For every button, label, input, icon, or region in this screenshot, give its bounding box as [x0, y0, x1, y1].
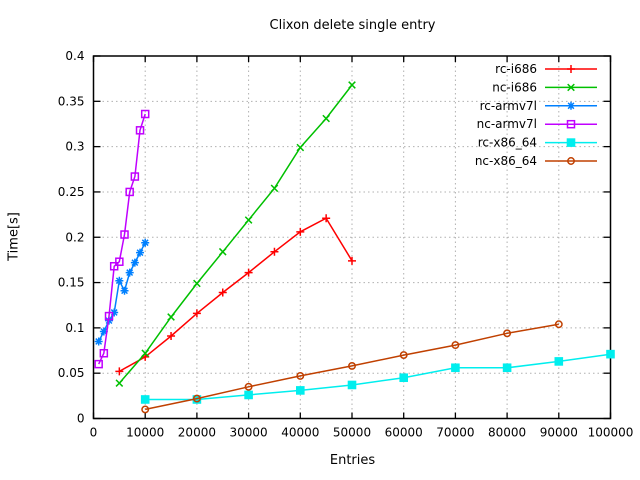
y-tick-label-0.05: 0.05: [58, 366, 85, 380]
x-tick-label-20000: 20000: [178, 426, 216, 440]
legend-marker-rc-x86_64: [566, 138, 576, 147]
series-point-nc-x86_64-30000: [244, 382, 253, 391]
series-point-nc-x86_64-40000: [296, 371, 305, 380]
series-point-rc-i686-15000: [167, 332, 176, 341]
series-point-rc-armv7l-4000: [110, 308, 119, 317]
series-line-nc-i686: [118, 84, 353, 384]
x-tick-label-10000: 10000: [126, 426, 164, 440]
y-tick-label-0.4: 0.4: [65, 49, 84, 63]
series-point-nc-armv7l-2000: [99, 349, 109, 358]
chart-title: Clixon delete single entry: [269, 18, 436, 33]
series-line-nc-x86_64: [145, 323, 559, 411]
series-point-rc-armv7l-6000: [120, 286, 129, 295]
legend-label-nc-armv7l: nc-armv7l: [477, 117, 537, 131]
series-point-nc-i686-40000: [296, 143, 305, 152]
series-point-nc-i686-50000: [348, 81, 356, 89]
series-line-nc-armv7l: [98, 113, 146, 365]
y-tick-label-0.1: 0.1: [65, 321, 84, 335]
y-tick-label-0.3: 0.3: [65, 140, 84, 154]
legend-label-nc-x86_64: nc-x86_64: [475, 154, 537, 168]
y-tick-label-0.2: 0.2: [65, 230, 84, 244]
series-point-rc-armv7l-10000: [141, 238, 150, 247]
series-point-rc-x86_64-60000: [399, 373, 408, 383]
series-point-rc-armv7l-9000: [136, 248, 145, 257]
series-line-rc-x86_64: [145, 353, 611, 401]
series-point-nc-armv7l-8000: [130, 172, 140, 181]
x-tick-label-50000: 50000: [333, 426, 371, 440]
series-point-rc-x86_64-40000: [296, 386, 305, 395]
y-tick-label-0.15: 0.15: [58, 276, 85, 290]
series-point-nc-i686-20000: [193, 279, 201, 288]
series-point-nc-x86_64-60000: [399, 351, 408, 360]
series-line-rc-armv7l: [98, 242, 146, 342]
series-point-nc-armv7l-7000: [125, 187, 134, 197]
series-point-nc-i686-25000: [218, 247, 227, 256]
series-point-rc-x86_64-70000: [451, 363, 460, 373]
series-point-nc-i686-10000: [141, 349, 150, 358]
series-point-rc-x86_64-50000: [347, 380, 357, 390]
series-point-nc-i686-45000: [322, 114, 330, 123]
y-tick-label-0.25: 0.25: [58, 185, 85, 199]
series-point-nc-armv7l-6000: [120, 230, 129, 239]
legend-label-rc-armv7l: rc-armv7l: [480, 99, 537, 113]
series-point-nc-i686-15000: [167, 313, 175, 321]
legend-marker-nc-x86_64: [567, 157, 575, 165]
series-point-rc-i686-30000: [244, 268, 253, 277]
series-point-rc-armv7l-2000: [99, 327, 108, 336]
series-point-rc-i686-5000: [115, 367, 124, 376]
series-point-nc-armv7l-3000: [104, 311, 114, 321]
series-point-nc-i686-30000: [244, 216, 253, 224]
x-tick-label-0: 0: [90, 426, 98, 440]
x-tick-label-60000: 60000: [385, 426, 423, 440]
x-axis-label: Entries: [329, 453, 376, 468]
series-point-rc-i686-25000: [218, 288, 227, 297]
series-point-rc-i686-50000: [348, 256, 356, 265]
series-point-nc-x86_64-80000: [503, 329, 512, 338]
series-point-rc-x86_64-100000: [606, 349, 615, 359]
legend-marker-nc-armv7l: [566, 119, 576, 129]
legend-marker-rc-i686: [567, 65, 575, 73]
series-point-nc-armv7l-5000: [115, 257, 124, 266]
series-point-nc-armv7l-4000: [109, 262, 119, 271]
series-point-rc-x86_64-80000: [502, 363, 512, 373]
series-point-nc-i686-5000: [115, 379, 124, 387]
series-point-nc-x86_64-10000: [141, 405, 150, 414]
legend-label-rc-i686: rc-i686: [495, 62, 537, 76]
series-point-nc-x86_64-50000: [348, 361, 356, 370]
series-point-rc-i686-35000: [270, 247, 279, 256]
series-point-rc-armv7l-8000: [130, 258, 139, 267]
series-point-nc-armv7l-1000: [94, 359, 103, 369]
legend-label-nc-i686: nc-i686: [492, 80, 537, 94]
series-point-nc-x86_64-20000: [192, 394, 201, 403]
x-tick-label-30000: 30000: [230, 426, 268, 440]
y-tick-label-0.35: 0.35: [58, 94, 85, 108]
series-line-rc-i686: [118, 217, 353, 373]
series-point-rc-x86_64-10000: [140, 395, 150, 404]
legend-label-rc-x86_64: rc-x86_64: [478, 136, 537, 150]
series-point-rc-armv7l-7000: [125, 268, 134, 277]
series-point-nc-i686-35000: [270, 184, 279, 193]
series-point-rc-x86_64-90000: [554, 357, 564, 366]
legend-marker-nc-i686: [567, 83, 575, 92]
series-point-nc-x86_64-90000: [554, 320, 563, 329]
x-tick-label-70000: 70000: [436, 426, 474, 440]
x-tick-label-40000: 40000: [281, 426, 319, 440]
x-tick-label-90000: 90000: [540, 426, 578, 440]
series-point-rc-i686-20000: [192, 309, 201, 318]
y-tick-label-0: 0: [77, 412, 85, 426]
legend-marker-rc-armv7l: [567, 101, 575, 110]
series-point-nc-x86_64-70000: [451, 341, 460, 350]
series-point-rc-x86_64-30000: [244, 390, 253, 400]
series-point-nc-armv7l-9000: [135, 126, 145, 135]
series-point-rc-i686-45000: [322, 214, 331, 223]
series-point-rc-i686-40000: [296, 227, 305, 236]
series-point-rc-armv7l-1000: [94, 337, 103, 346]
series-point-rc-armv7l-5000: [115, 276, 124, 285]
x-tick-label-80000: 80000: [488, 426, 526, 440]
x-tick-label-100000: 100000: [588, 426, 634, 440]
series-point-nc-armv7l-10000: [140, 109, 150, 119]
